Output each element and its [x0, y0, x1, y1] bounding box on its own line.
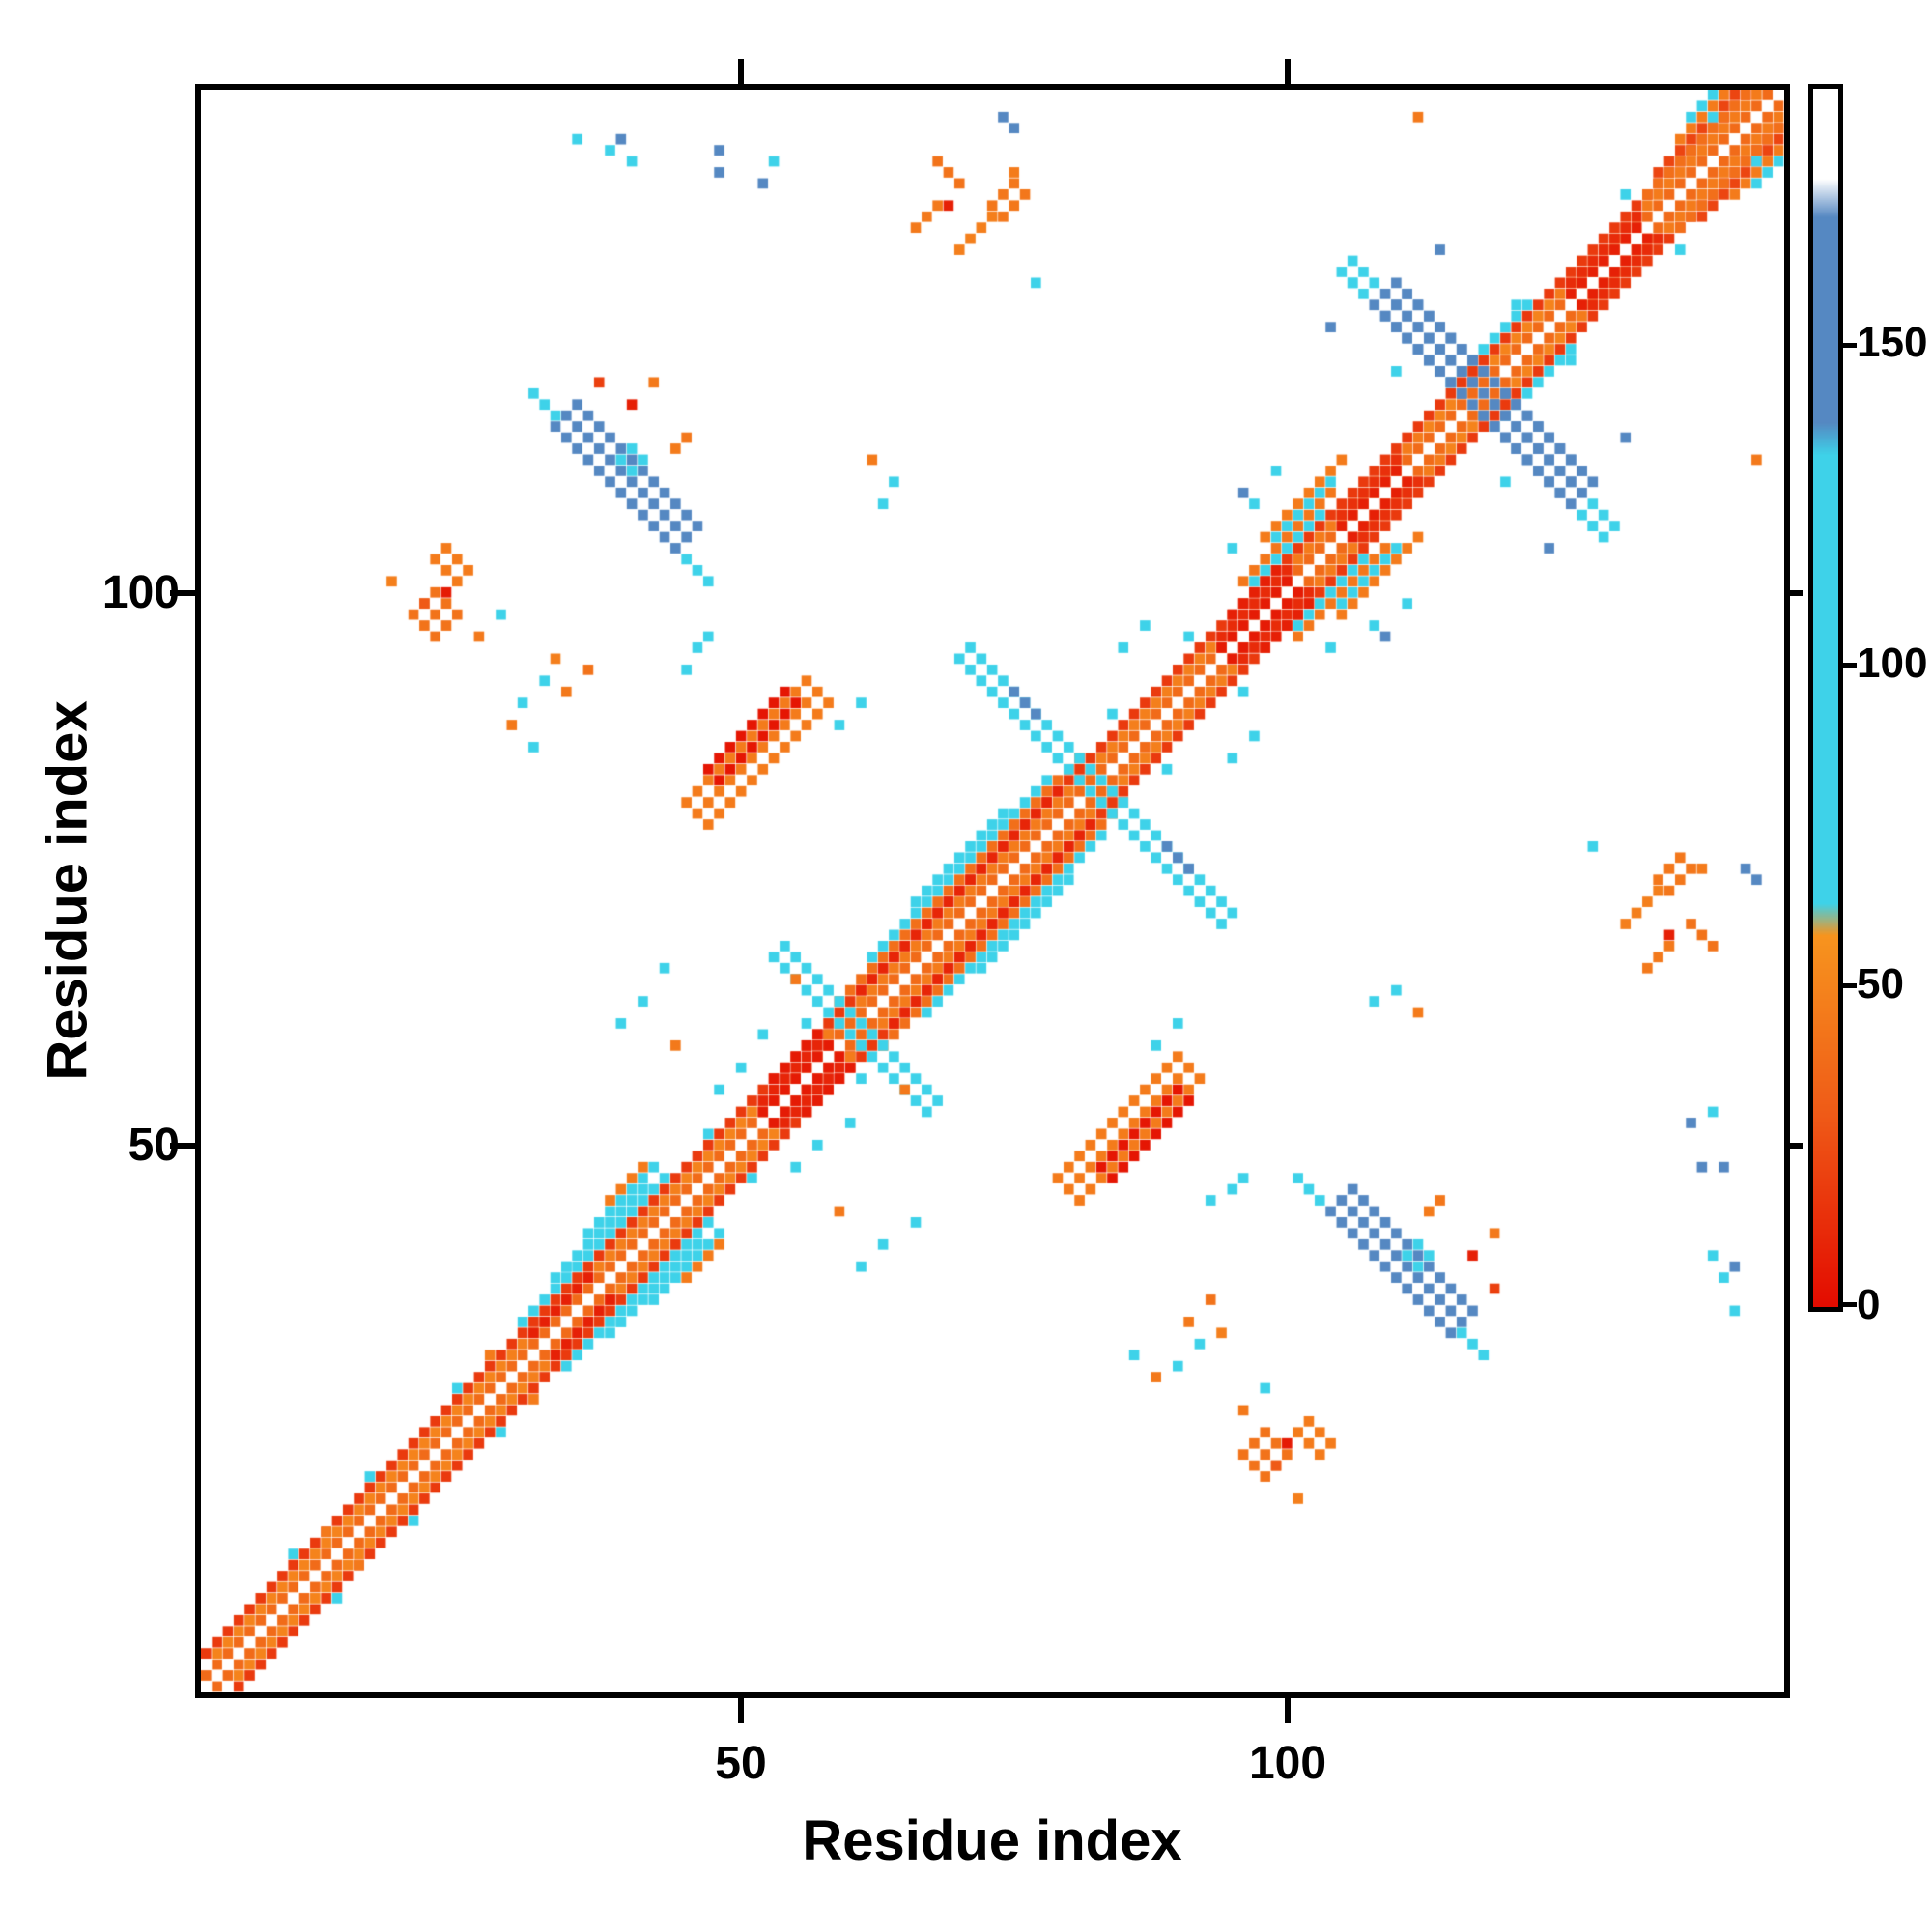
colorbar-label-150: 150 — [1857, 319, 1928, 366]
plot-area — [195, 84, 1790, 1698]
colorbar-label-100: 100 — [1857, 639, 1928, 687]
y-axis-tick-100-left — [170, 590, 195, 596]
x-axis-tick-100-top — [1285, 59, 1291, 84]
x-tick-label-50: 50 — [715, 1738, 767, 1789]
heatmap-canvas — [201, 90, 1784, 1692]
colorbar-tick-0 — [1843, 1302, 1857, 1307]
colorbar-tick-150 — [1843, 343, 1857, 348]
colorbar-label-50: 50 — [1857, 960, 1904, 1008]
y-axis-title: Residue index — [36, 700, 99, 1081]
x-tick-label-100: 100 — [1248, 1738, 1327, 1789]
y-axis-tick-50-left — [170, 1143, 195, 1149]
x-axis-tick-50-top — [738, 59, 744, 84]
colorbar — [1808, 84, 1843, 1312]
y-axis-tick-50-right — [1790, 1143, 1803, 1149]
colorbar-canvas — [1813, 89, 1838, 1307]
y-tick-label-100: 100 — [101, 567, 180, 618]
colorbar-label-0: 0 — [1857, 1281, 1881, 1328]
colorbar-tick-100 — [1843, 663, 1857, 668]
y-axis-tick-100-right — [1790, 590, 1803, 596]
y-tick-label-50: 50 — [128, 1120, 180, 1171]
x-axis-tick-50-bottom — [738, 1698, 744, 1723]
colorbar-tick-50 — [1843, 983, 1857, 988]
x-axis-title: Residue index — [802, 1809, 1182, 1872]
x-axis-tick-100-bottom — [1285, 1698, 1291, 1723]
